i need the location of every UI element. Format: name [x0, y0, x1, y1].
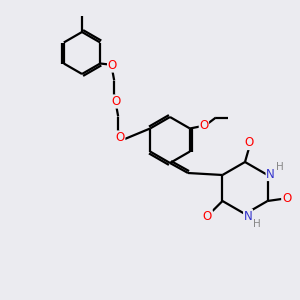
Text: N: N — [266, 167, 275, 181]
Text: O: O — [282, 193, 291, 206]
Text: H: H — [253, 219, 261, 229]
Text: O: O — [244, 136, 253, 149]
Text: O: O — [199, 119, 208, 132]
Text: O: O — [203, 209, 212, 223]
Text: N: N — [244, 209, 252, 223]
Text: O: O — [116, 131, 125, 144]
Text: H: H — [276, 162, 283, 172]
Text: O: O — [108, 59, 117, 72]
Text: O: O — [112, 95, 121, 108]
